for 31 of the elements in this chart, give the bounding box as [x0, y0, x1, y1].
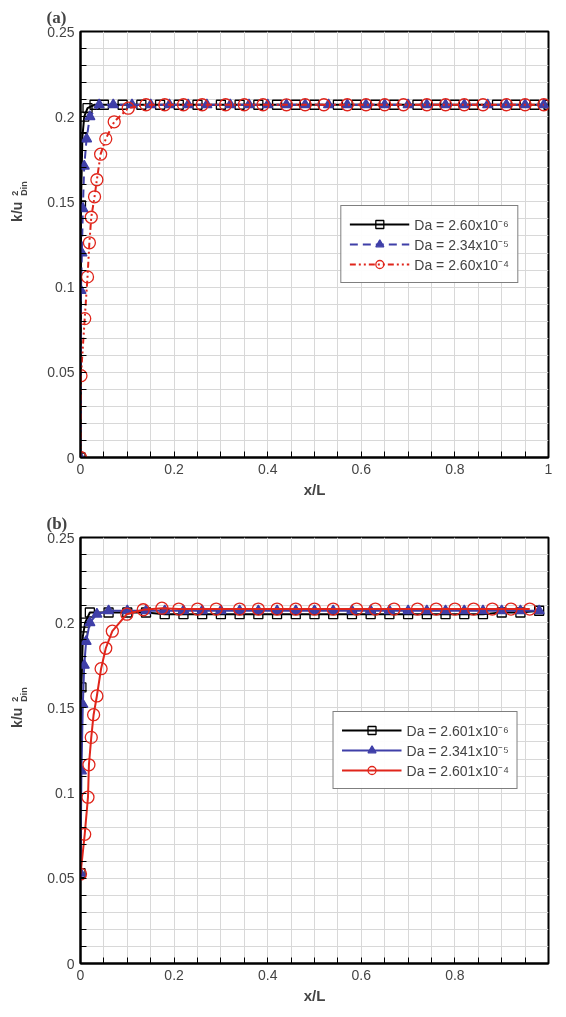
y-axis-title: k/u2Din	[8, 687, 29, 728]
x-tick-label: 0.2	[164, 966, 185, 983]
chart-title: (a)	[46, 7, 67, 27]
x-tick-label: 1	[544, 460, 553, 477]
y-tick-label: 0.2	[55, 614, 75, 631]
x-axis-title: x/L	[303, 986, 326, 1004]
y-tick-label: 0	[66, 955, 75, 972]
legend-label: Da = 2.341x10⁻⁵	[406, 741, 509, 760]
chart-title: (b)	[46, 513, 68, 533]
y-tick-label: 0.1	[55, 279, 75, 296]
legend-label: Da = 2.60x10⁻⁶	[414, 215, 509, 234]
x-tick-label: 0.8	[445, 460, 465, 477]
y-tick-label: 0.1	[55, 785, 75, 802]
y-tick-label: 0.05	[47, 870, 75, 887]
y-tick-label: 0.15	[47, 193, 75, 210]
x-tick-label: 0.4	[257, 966, 278, 983]
y-tick-label: 0	[66, 449, 75, 466]
y-tick-label: 0.2	[55, 108, 75, 125]
legend-label: Da = 2.601x10⁻⁶	[406, 721, 509, 740]
x-tick-label: 0.4	[257, 460, 278, 477]
legend-label: Da = 2.34x10⁻⁵	[414, 235, 509, 254]
legend-label: Da = 2.60x10⁻⁴	[414, 255, 509, 274]
y-tick-label: 0.15	[47, 699, 75, 716]
y-axis-title: k/u2Din	[8, 181, 29, 222]
x-tick-label: 0.6	[351, 966, 372, 983]
x-tick-label: 0.6	[351, 460, 372, 477]
x-tick-label: 0.2	[164, 460, 185, 477]
y-tick-label: 0.05	[47, 364, 75, 381]
x-axis-title: x/L	[303, 480, 326, 498]
legend-label: Da = 2.601x10⁻⁴	[406, 761, 509, 780]
x-tick-label: 0.8	[445, 966, 465, 983]
